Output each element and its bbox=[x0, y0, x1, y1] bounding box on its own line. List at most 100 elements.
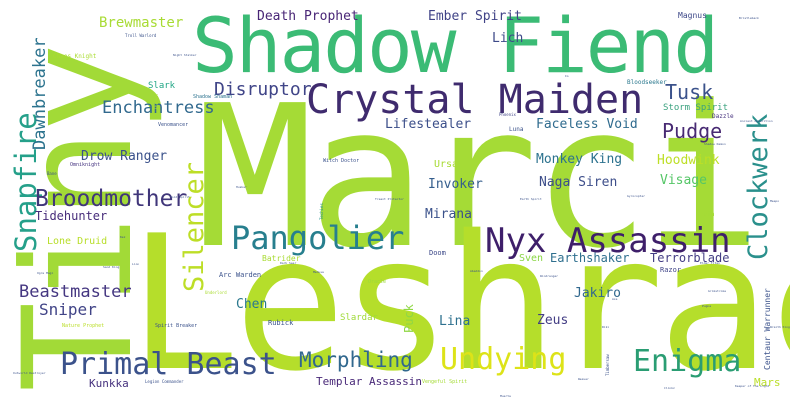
word: Legion Commander bbox=[145, 379, 184, 384]
word: Beastmaster bbox=[19, 282, 132, 302]
word: Morphling bbox=[299, 348, 413, 372]
word: Tusk bbox=[665, 80, 714, 104]
word: Earthshaker bbox=[550, 251, 630, 265]
word: Lion bbox=[132, 262, 140, 266]
word: Doom bbox=[429, 249, 446, 257]
word: Elder Titan bbox=[700, 261, 720, 265]
word: Tidehunter bbox=[35, 209, 108, 223]
word: Underlord bbox=[205, 290, 227, 295]
word: Dazzle bbox=[712, 113, 734, 120]
word: Void Spirit bbox=[170, 195, 190, 199]
word: Razor bbox=[660, 266, 682, 274]
word: Earth Spirit bbox=[520, 197, 542, 201]
word: Leshrac bbox=[128, 195, 790, 405]
word: Wraith King bbox=[770, 325, 790, 329]
word: Grimstroke bbox=[708, 289, 727, 293]
word: Broodmother bbox=[35, 186, 188, 212]
word: Chen bbox=[236, 297, 268, 312]
word: Spirit Breaker bbox=[155, 323, 198, 329]
word: Enchantress bbox=[102, 98, 215, 118]
word: Medusa bbox=[313, 270, 324, 274]
word: Lone Druid bbox=[47, 236, 108, 247]
word: Bristleback bbox=[739, 16, 759, 20]
word: Nature Prophet bbox=[62, 323, 105, 329]
word: Treant Protector bbox=[375, 197, 404, 201]
word: Shadow Fiend bbox=[192, 1, 719, 90]
word: Enigma bbox=[633, 344, 742, 379]
word: Meepo bbox=[770, 199, 780, 203]
word: Sniper bbox=[39, 300, 97, 319]
word: Gyrocopter bbox=[627, 194, 646, 198]
word: Shadow Demon bbox=[704, 142, 726, 146]
word: Ogre Magi bbox=[37, 271, 54, 275]
word: Templar Assassin bbox=[316, 375, 422, 388]
word: Windranger bbox=[540, 274, 559, 278]
word: Weaver bbox=[578, 377, 589, 381]
word: Sven bbox=[519, 253, 544, 264]
word: Silencer bbox=[179, 161, 210, 292]
word: Clinkz bbox=[664, 386, 675, 390]
word: Bane bbox=[47, 171, 57, 176]
word: Storm Spirit bbox=[663, 103, 729, 113]
word: Troll Warlord bbox=[125, 33, 157, 38]
word: Oracle bbox=[368, 279, 387, 285]
word: Vengeful Spirit bbox=[422, 379, 468, 385]
word: Techies bbox=[319, 203, 324, 220]
word: Timbersaw bbox=[605, 354, 610, 376]
word: Phoenix bbox=[499, 112, 516, 117]
word: Monkey King bbox=[536, 152, 623, 167]
word: Omniknight bbox=[70, 162, 101, 168]
word: Disruptor bbox=[214, 79, 312, 100]
word: Puck bbox=[402, 304, 416, 333]
word: Ember Spirit bbox=[428, 9, 522, 24]
word: Terrorblade bbox=[650, 251, 730, 265]
word: Undying bbox=[440, 342, 567, 377]
word: Sand King bbox=[103, 265, 120, 269]
word: Clockwerk bbox=[743, 113, 774, 260]
word: Lifestealer bbox=[385, 117, 472, 132]
word: Dawnbreaker bbox=[30, 37, 50, 150]
word: Muerta bbox=[500, 394, 511, 398]
word: Witch Doctor bbox=[323, 158, 360, 164]
word: Lich bbox=[492, 31, 524, 46]
word: Brewmaster bbox=[99, 15, 184, 31]
word: Invoker bbox=[428, 177, 483, 192]
word: Slardar bbox=[340, 313, 378, 323]
word: Night Stalker bbox=[173, 53, 197, 57]
word: Riki bbox=[602, 325, 610, 329]
word: Zeus bbox=[537, 313, 569, 328]
word: Batrider bbox=[262, 254, 301, 263]
word: Visage bbox=[660, 173, 707, 188]
word: Outworld Destroyer bbox=[13, 371, 46, 375]
word: Hoodwink bbox=[657, 153, 720, 168]
word: Shadow Shaman bbox=[193, 94, 233, 100]
word: Pangolier bbox=[231, 219, 405, 257]
word: Pudge bbox=[662, 119, 723, 143]
word: Mirana bbox=[425, 207, 472, 222]
word: Mars bbox=[754, 376, 781, 389]
word: Abaddon bbox=[470, 269, 483, 273]
word: Ursa bbox=[434, 159, 459, 170]
word: Primal Beast bbox=[60, 347, 277, 382]
word: Crystal Maiden bbox=[306, 77, 644, 123]
word: Keeper of the Light bbox=[735, 384, 770, 388]
word: Io bbox=[565, 74, 569, 78]
word: Centaur Warrunner bbox=[763, 288, 772, 370]
word: Magnus bbox=[678, 11, 707, 20]
word: Ancient Apparition bbox=[740, 119, 773, 123]
word: Arc Warden bbox=[219, 271, 262, 279]
word: Venomancer bbox=[158, 122, 189, 128]
word: Kez bbox=[120, 235, 126, 239]
word: Drow Ranger bbox=[81, 149, 168, 164]
word: Axe bbox=[612, 297, 618, 301]
word: Kunkka bbox=[89, 377, 129, 390]
word: Marci bbox=[196, 64, 762, 292]
word: Dark Seer bbox=[280, 261, 297, 265]
word: Chaos Knight bbox=[53, 53, 97, 60]
word: Bloodseeker bbox=[627, 79, 667, 86]
word: Pugna bbox=[702, 304, 712, 308]
word: Faceless Void bbox=[536, 117, 638, 132]
word: Rubick bbox=[268, 319, 294, 327]
word: Naga Siren bbox=[539, 175, 618, 190]
